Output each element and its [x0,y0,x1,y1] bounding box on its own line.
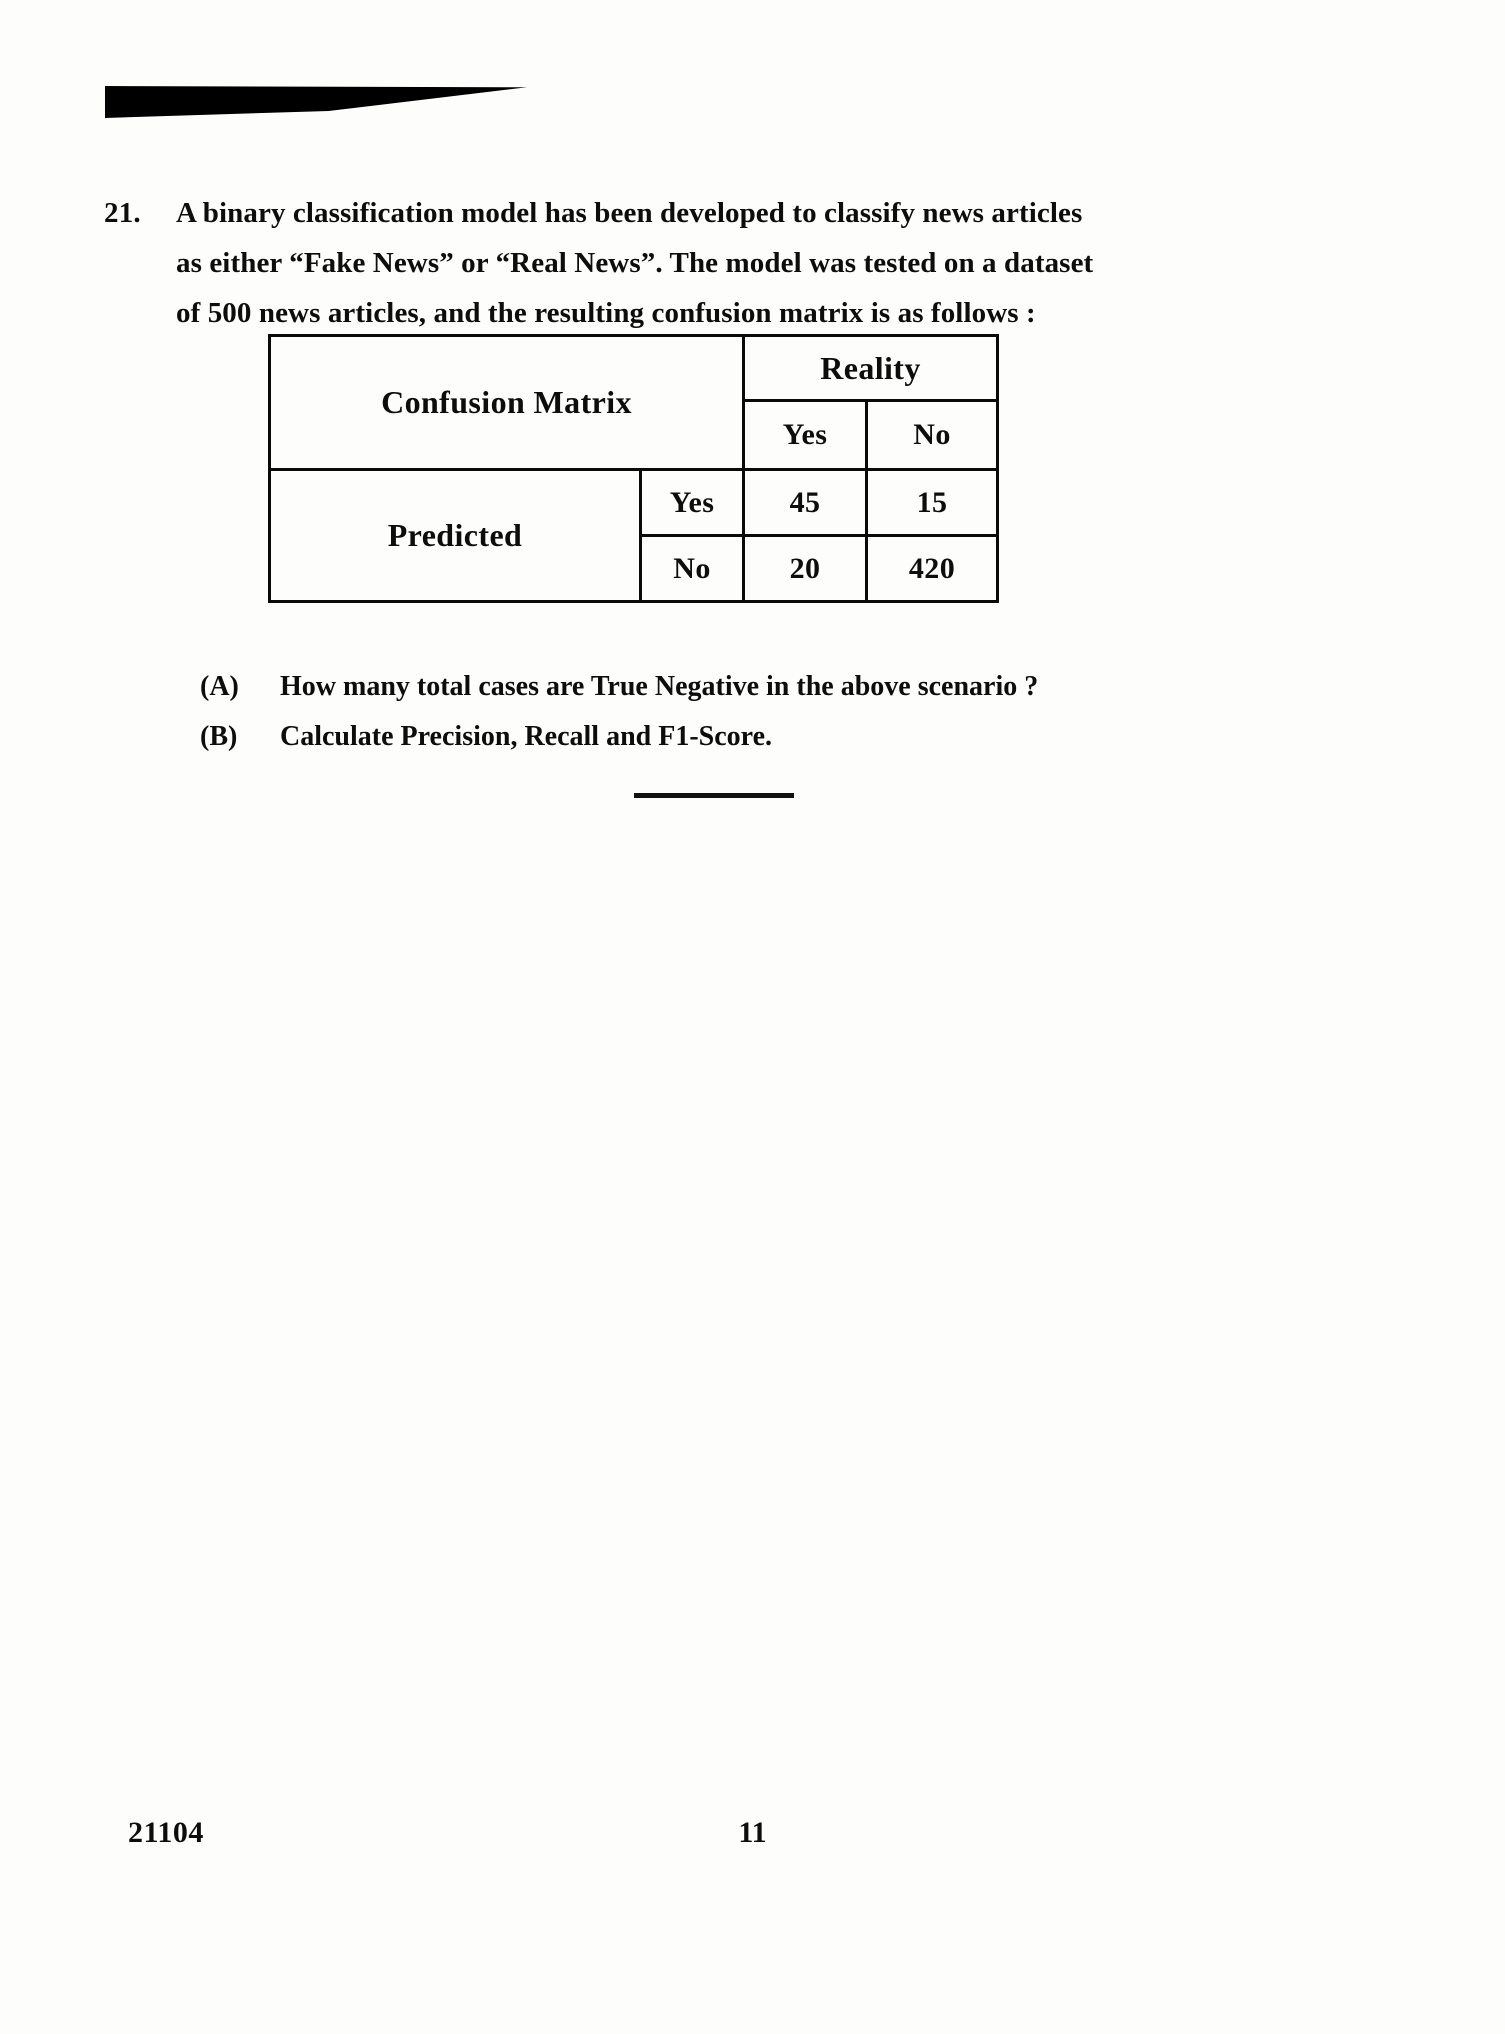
question-first-row: 21. A binary classification model has be… [104,188,1284,338]
sub-question-b: (B) Calculate Precision, Recall and F1-S… [200,712,1300,762]
sub-question-a-tag: (A) [200,671,239,702]
cell-true-negative-value: 420 [865,534,999,603]
question-line-1: A binary classification model has been d… [176,197,1083,229]
confusion-matrix-table-wrapper: Confusion Matrix Reality Yes No Predicte… [268,334,999,603]
table-row-predicted-yes: Predicted Yes 45 15 [268,468,999,603]
table-row-header-top: Confusion Matrix Reality [268,334,999,471]
cell-reality-yes-header: Yes [742,399,868,471]
cell-confusion-matrix-title: Confusion Matrix [268,334,745,471]
section-divider-rule [634,793,794,798]
question-text: A binary classification model has been d… [176,188,1284,338]
cell-predicted-no-header: No [639,534,745,603]
sub-question-list: (A) How many total cases are True Negati… [200,662,1300,762]
cell-reality-no-header: No [865,399,999,471]
cell-predicted-group-label: Predicted [268,468,642,603]
table-row-header-sub: Yes No [270,399,999,471]
cell-false-positive-value: 15 [865,468,999,537]
confusion-matrix-table: Confusion Matrix Reality Yes No Predicte… [268,334,999,603]
table-row-predicted-no: No 20 420 [270,534,999,603]
page-footer: 21104 11 [0,1816,1505,1860]
question-block: 21. A binary classification model has be… [104,188,1284,338]
footer-paper-code: 21104 [128,1816,204,1849]
cell-reality-group-label: Reality [742,334,999,402]
question-line-3: of 500 news articles, and the resulting … [176,297,1036,329]
sub-question-a: (A) How many total cases are True Negati… [200,662,1300,712]
cell-predicted-yes-header: Yes [639,468,745,537]
footer-page-number: 11 [738,1816,767,1849]
question-number: 21. [104,197,141,229]
scan-artifact-wedge [105,86,527,118]
sub-question-a-text: How many total cases are True Negative i… [280,671,1039,702]
sub-question-b-tag: (B) [200,721,238,752]
sub-question-b-text: Calculate Precision, Recall and F1-Score… [280,721,772,752]
cell-false-negative-value: 20 [742,534,868,603]
question-line-2: as either “Fake News” or “Real News”. Th… [176,247,1094,279]
cell-true-positive-value: 45 [742,468,868,537]
